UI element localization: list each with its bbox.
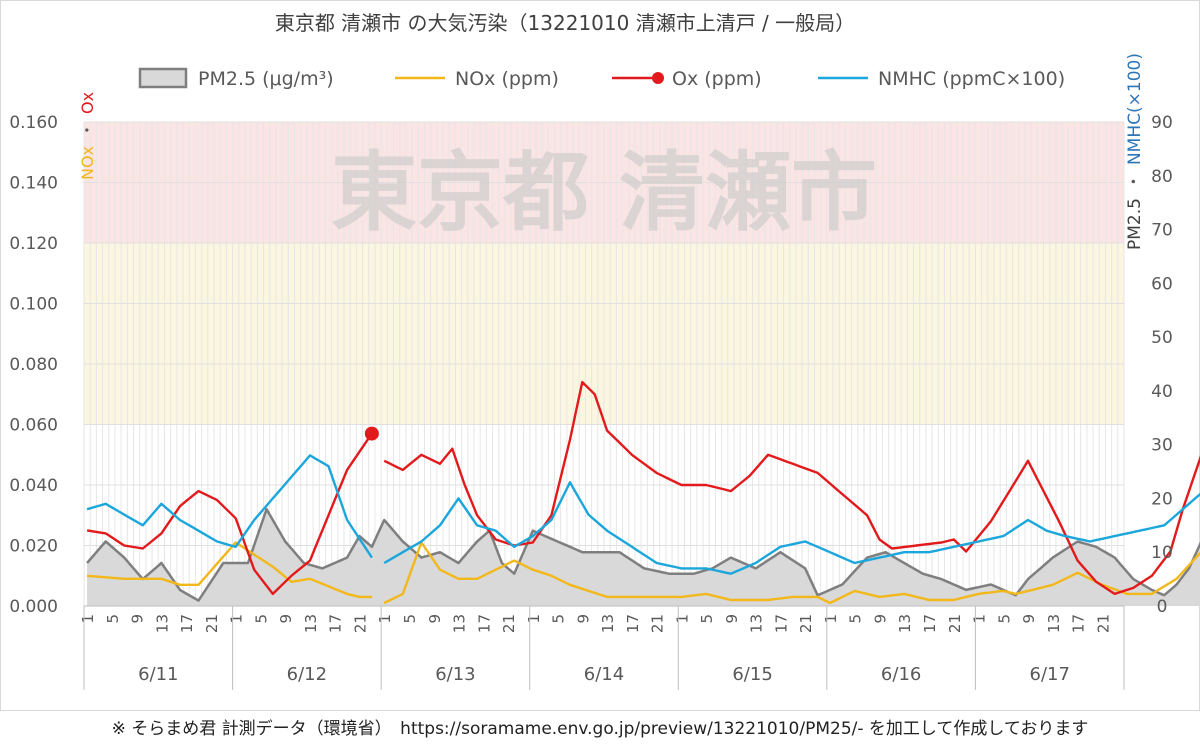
x-day-label: 6/14 [584, 664, 624, 685]
x-day-label: 6/15 [732, 664, 772, 685]
x-hour-tick-label: 1 [79, 614, 97, 624]
x-hour-tick-label: 5 [252, 614, 270, 624]
legend-label: NOx (ppm) [455, 68, 559, 90]
y-right-tick-label: 60 [1151, 274, 1173, 294]
x-hour-tick-label: 1 [971, 614, 989, 624]
x-hour-tick-label: 9 [277, 614, 295, 624]
x-hour-tick-label: 17 [1070, 614, 1088, 633]
x-hour-tick-label: 9 [426, 614, 444, 624]
y-right-label-nmhc: NMHC(×100) [1125, 53, 1145, 165]
x-hour-tick-label: 17 [327, 614, 345, 633]
x-hour-tick-label: 13 [748, 614, 766, 633]
legend-label: NMHC (ppmC×100) [878, 68, 1065, 90]
legend-swatch-marker [652, 72, 664, 84]
y-left-tick-label: 0.020 [9, 537, 58, 557]
x-hour-tick-label: 17 [624, 614, 642, 633]
data-source-footer: ※ そらまめ君 計測データ（環境省） https://soramame.env.… [111, 719, 1089, 739]
x-hour-tick-label: 1 [822, 614, 840, 624]
x-hour-tick-label: 9 [871, 614, 889, 624]
chart-title: 東京都 清瀬市 の大気汚染（13221010 清瀬市上清戸 / 一般局） [275, 11, 855, 35]
x-hour-tick-label: 5 [847, 614, 865, 624]
x-day-label: 6/16 [881, 664, 921, 685]
x-day-label: 6/17 [1030, 664, 1070, 685]
x-hour-tick-label: 9 [723, 614, 741, 624]
y-left-tick-label: 0.060 [9, 416, 58, 436]
x-hour-tick-label: 17 [772, 614, 790, 633]
y-right-tick-label: 10 [1151, 543, 1173, 563]
x-hour-tick-label: 9 [574, 614, 592, 624]
y-left-tick-label: 0.000 [9, 597, 58, 617]
y-left-label-sep: ・ [78, 122, 97, 138]
series-pm25-area [87, 509, 1200, 606]
legend-label: PM2.5 (μg/m³) [198, 68, 334, 90]
x-hour-tick-label: 13 [1045, 614, 1063, 633]
y-right-tick-label: 20 [1151, 489, 1173, 509]
y-left-tick-label: 0.120 [9, 234, 58, 254]
x-hour-tick-label: 17 [475, 614, 493, 633]
watermark-text: 東京都 清瀬市 [331, 143, 877, 243]
x-hour-tick-label: 13 [153, 614, 171, 633]
x-hour-tick-label: 21 [500, 614, 518, 633]
x-hour-tick-label: 1 [376, 614, 394, 624]
y-right-tick-label: 50 [1151, 328, 1173, 348]
x-hour-tick-label: 1 [228, 614, 246, 624]
x-hour-tick-label: 1 [673, 614, 691, 624]
y-right-label-pm: PM2.5 [1125, 198, 1145, 250]
x-hour-tick-label: 13 [451, 614, 469, 633]
x-day-label: 6/12 [287, 664, 327, 685]
x-hour-tick-label: 21 [1094, 614, 1112, 633]
x-hour-tick-label: 17 [178, 614, 196, 633]
y-left-tick-label: 0.080 [9, 355, 58, 375]
x-hour-tick-label: 9 [129, 614, 147, 624]
series-pm25-outline [86, 507, 1200, 602]
x-hour-tick-label: 9 [1020, 614, 1038, 624]
y-right-tick-label: 40 [1151, 382, 1173, 402]
x-hour-tick-label: 5 [104, 614, 122, 624]
series-nox-line [87, 541, 1200, 605]
y-left-axis-title: NOx ・ Ox [78, 92, 97, 180]
y-right-tick-label: 70 [1151, 221, 1173, 241]
series-ox-line [86, 380, 1200, 596]
y-right-tick-label: 80 [1151, 167, 1173, 187]
legend-swatch-pm25 [138, 67, 188, 89]
x-hour-tick-label: 21 [797, 614, 815, 633]
x-day-label: 6/11 [138, 664, 178, 685]
x-hour-tick-label: 1 [525, 614, 543, 624]
legend: PM2.5 (μg/m³) NOx (ppm) Ox (ppm) NMHC (ppmC… [138, 67, 1065, 90]
x-hour-tick-label: 21 [649, 614, 667, 633]
x-hour-tick-label: 13 [302, 614, 320, 633]
x-hour-tick-label: 5 [401, 614, 419, 624]
x-hour-tick-label: 5 [550, 614, 568, 624]
series-ox-marker [364, 426, 379, 441]
x-hour-tick-label: 13 [896, 614, 914, 633]
y-right-tick-label: 30 [1151, 436, 1173, 456]
y-left-label-nox: NOx [78, 146, 97, 180]
y-left-label-ox: Ox [78, 92, 97, 114]
legend-label: Ox (ppm) [672, 68, 762, 90]
x-hour-tick-label: 17 [921, 614, 939, 633]
x-hour-tick-label: 21 [946, 614, 964, 633]
x-day-label: 6/13 [435, 664, 475, 685]
y-left-tick-label: 0.140 [9, 174, 58, 194]
x-hour-tick-label: 21 [203, 614, 221, 633]
x-hour-tick-label: 5 [995, 614, 1013, 624]
y-right-tick-label: 0 [1157, 597, 1168, 617]
y-left-tick-label: 0.160 [9, 113, 58, 133]
y-left-tick-label: 0.100 [9, 295, 58, 315]
series-nmhc-line [86, 454, 1200, 575]
x-hour-tick-label: 21 [351, 614, 369, 633]
x-hour-tick-label: 13 [599, 614, 617, 633]
y-right-axis-title: PM2.5 ・ NMHC(×100) [1125, 53, 1145, 250]
x-hour-tick-label: 5 [698, 614, 716, 624]
y-right-tick-label: 90 [1151, 113, 1173, 133]
y-left-tick-label: 0.040 [9, 476, 58, 496]
y-right-label-sep: ・ [1125, 173, 1145, 190]
